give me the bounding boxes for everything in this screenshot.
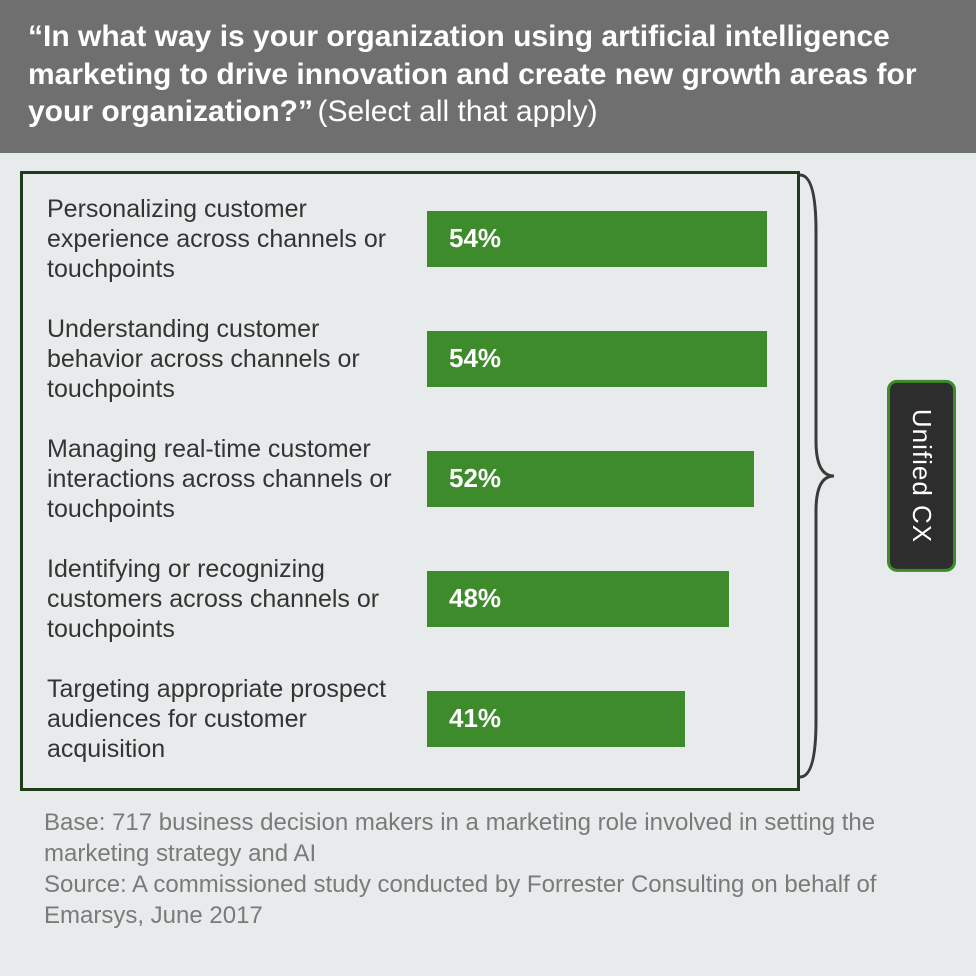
bar-track: 54% (427, 211, 767, 267)
callout-label: Unified CX (906, 408, 937, 542)
footnote: Base: 717 business decision makers in a … (20, 807, 956, 932)
bar: 52% (427, 451, 754, 507)
chart-row-label: Targeting appropriate prospect audiences… (47, 674, 427, 764)
chart-box: Personalizing customer experience across… (20, 171, 800, 791)
bar-value: 41% (449, 703, 501, 734)
chart-row: Understanding customer behavior across c… (47, 314, 777, 404)
bar: 54% (427, 331, 767, 387)
chart-row-label: Identifying or recognizing customers acr… (47, 554, 427, 644)
chart-row: Personalizing customer experience across… (47, 194, 777, 284)
bar-value: 52% (449, 463, 501, 494)
callout-box: Unified CX (887, 379, 956, 571)
bar: 41% (427, 691, 685, 747)
bar-value: 54% (449, 223, 501, 254)
chart-row-label: Managing real-time customer interactions… (47, 434, 427, 524)
bar-track: 48% (427, 571, 767, 627)
bar-track: 54% (427, 331, 767, 387)
chart-row: Managing real-time customer interactions… (47, 434, 777, 524)
bar-value: 48% (449, 583, 501, 614)
bar-track: 52% (427, 451, 767, 507)
bracket-group: Unified CX (796, 171, 956, 781)
bar-track: 41% (427, 691, 767, 747)
brace-icon (796, 171, 836, 781)
chart-row: Identifying or recognizing customers acr… (47, 554, 777, 644)
footnote-source: Source: A commissioned study conducted b… (44, 869, 928, 931)
header-bar: “In what way is your organization using … (0, 0, 976, 153)
chart-area: Personalizing customer experience across… (0, 153, 976, 942)
chart-row: Targeting appropriate prospect audiences… (47, 674, 777, 764)
survey-instruction: (Select all that apply) (317, 95, 597, 128)
chart-row-label: Personalizing customer experience across… (47, 194, 427, 284)
bar-value: 54% (449, 343, 501, 374)
bar: 48% (427, 571, 729, 627)
footnote-base: Base: 717 business decision makers in a … (44, 807, 928, 869)
bar: 54% (427, 211, 767, 267)
chart-row-label: Understanding customer behavior across c… (47, 314, 427, 404)
